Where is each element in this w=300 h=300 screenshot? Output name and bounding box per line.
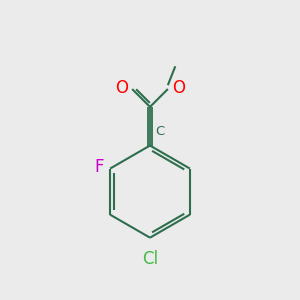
Text: F: F	[95, 158, 104, 176]
Text: O: O	[115, 79, 128, 97]
Text: Cl: Cl	[142, 250, 158, 268]
Text: C: C	[155, 125, 165, 138]
Text: O: O	[172, 79, 185, 97]
